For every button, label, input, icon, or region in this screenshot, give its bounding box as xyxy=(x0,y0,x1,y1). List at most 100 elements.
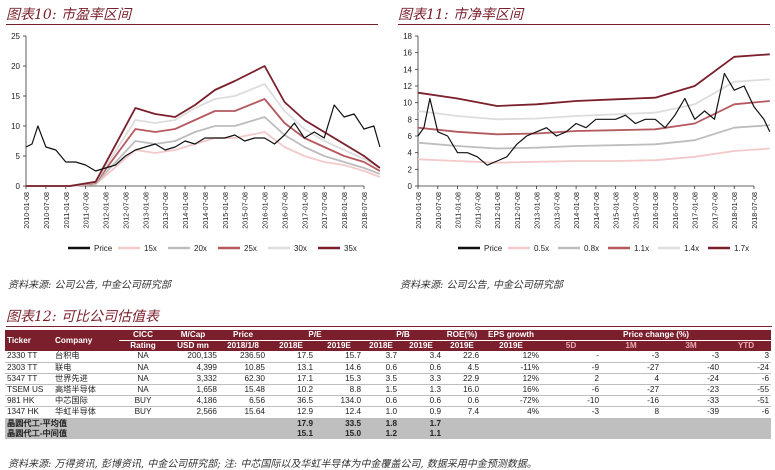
legend-label: 1.7x xyxy=(734,244,749,253)
table-cell: TSEM US xyxy=(5,384,53,397)
series-line xyxy=(417,124,770,150)
table-cell: 3.3 xyxy=(399,373,444,386)
table-cell: -6 xyxy=(721,373,772,386)
table-cell: 12% xyxy=(481,351,542,363)
hdr-usdmn: USD mn xyxy=(167,340,219,352)
hdr-pb: P/B xyxy=(363,330,444,341)
table-cell: 2 xyxy=(541,373,602,386)
x-tick-label: 2017-01-08 xyxy=(691,192,700,229)
summary-pe19: 33.5 xyxy=(315,418,364,429)
table-cell: 981 HK xyxy=(5,395,53,408)
fig10-pe-band-chart: 0 5 10 15 20 25 2010-01-08 2010-07-08 2011-01-08… xyxy=(11,32,381,253)
hdr-pe-2019e: 2019E xyxy=(315,340,364,352)
hdr-1m: 1M xyxy=(601,340,662,352)
hdr-ticker: Ticker xyxy=(5,330,53,352)
table-cell: 10.85 xyxy=(219,362,267,374)
summary-pe18: 15.1 xyxy=(267,428,315,440)
table-cell: 8 xyxy=(601,406,662,419)
table-header-row-2: Rating USD mn 2018/1/8 2018E 2019E 2018E… xyxy=(5,340,772,352)
table-cell: 4.5 xyxy=(443,362,482,374)
x-tick-label: 2011-07-08 xyxy=(473,192,482,228)
hdr-cicc: CICC xyxy=(119,330,167,341)
hdr-company: Company xyxy=(53,330,119,352)
x-tick-label: 2012-01-08 xyxy=(102,192,111,229)
table-cell: 1.5 xyxy=(363,384,400,397)
summary-pe18: 17.9 xyxy=(267,418,315,429)
table-cell: -3 xyxy=(601,351,662,363)
legend-label: 30x xyxy=(294,244,307,253)
x-tick-label: 2010-07-08 xyxy=(434,192,443,229)
summary-pe19: 15.0 xyxy=(315,428,364,440)
legend-label: Price xyxy=(484,244,503,253)
table-cell: 36.5 xyxy=(267,395,315,408)
table-cell: -72% xyxy=(481,395,542,408)
y-tick-label: 5 xyxy=(16,152,21,161)
hdr-3m: 3M xyxy=(661,340,722,352)
x-tick-label: 2016-07-08 xyxy=(671,192,680,229)
legend-label: 1.4x xyxy=(684,244,699,253)
x-tick-label: 2014-01-08 xyxy=(181,192,190,229)
table-cell: 3.7 xyxy=(363,351,400,363)
x-tick-label: 2013-07-08 xyxy=(161,192,170,229)
valuation-table: Ticker Company CICC M/Cap Price P/E P/B … xyxy=(5,330,772,440)
x-tick-label: 2018-01-08 xyxy=(730,192,739,229)
x-tick-label: 2011-07-08 xyxy=(82,192,91,228)
hdr-pe: P/E xyxy=(267,330,364,341)
table-cell: -6 xyxy=(721,406,772,419)
fig11-title: 图表11: 市净率区间 xyxy=(398,7,523,23)
y-tick-label: 2 xyxy=(408,165,413,174)
table-cell: 4% xyxy=(481,406,542,419)
series-line xyxy=(417,78,770,121)
hdr-price-date: 2018/1/8 xyxy=(219,340,267,352)
table-cell: 6.56 xyxy=(219,395,267,408)
table-row: 5347 TT 世界先进 NA 3,332 62.30 17.1 15.3 3.5 3.3 22.… xyxy=(5,373,772,386)
y-tick-label: 10 xyxy=(403,99,412,108)
y-tick-label: 15 xyxy=(11,92,20,101)
x-tick-label: 2016-01-08 xyxy=(651,192,660,229)
table-cell: 2330 TT xyxy=(5,351,53,363)
summary-empty xyxy=(443,428,772,440)
x-tick-label: 2010-07-08 xyxy=(42,192,51,229)
table-cell: 236.50 xyxy=(219,351,267,363)
table-row: 2330 TT 台积电 NA 200,135 236.50 17.5 15.7 3.7 3.4 2… xyxy=(5,351,772,363)
hdr-roe: ROE(%) xyxy=(443,330,482,341)
x-tick-label: 2012-01-08 xyxy=(493,192,502,229)
table-cell: 联电 xyxy=(53,362,119,374)
table-cell: 1.0 xyxy=(363,406,400,419)
series-line xyxy=(26,83,381,187)
table-cell: 1,658 xyxy=(167,384,219,397)
fig12-source: 资料来源: 万得资讯, 彭博资讯, 中金公司研究部; 注: 中芯国际以及华虹半导… xyxy=(8,459,537,470)
summary-pb18: 1.2 xyxy=(363,428,400,440)
table-cell: BUY xyxy=(119,395,167,408)
legend-label: 15x xyxy=(144,244,157,253)
table-cell: -11% xyxy=(481,362,542,374)
y-tick-label: 6 xyxy=(408,132,413,141)
x-tick-label: 2011-01-08 xyxy=(454,192,463,228)
y-tick-label: 0 xyxy=(16,182,21,191)
table-cell: 15.7 xyxy=(315,351,364,363)
table-cell: 1347 HK xyxy=(5,406,53,419)
summary-empty xyxy=(119,418,267,429)
y-tick-label: 16 xyxy=(403,49,412,58)
table-cell: 7.4 xyxy=(443,406,482,419)
table-cell: 3 xyxy=(721,351,772,363)
x-tick-label: 2018-01-08 xyxy=(340,192,349,229)
x-tick-label: 2011-01-08 xyxy=(62,192,71,228)
table-cell: 14.6 xyxy=(315,362,364,374)
y-tick-label: 4 xyxy=(408,149,413,158)
y-tick-label: 8 xyxy=(408,115,413,124)
legend-label: Price xyxy=(94,244,113,253)
x-tick-label: 2018-07-08 xyxy=(750,192,759,229)
x-tick-label: 2014-07-08 xyxy=(592,192,601,229)
hdr-mcap: M/Cap xyxy=(167,330,219,341)
hdr-price-change: Price change (%) xyxy=(541,330,772,341)
table-cell: 13.1 xyxy=(267,362,315,374)
x-tick-label: 2017-07-08 xyxy=(320,192,329,229)
hdr-pb-2019e: 2019E xyxy=(399,340,444,352)
table-cell: 134.0 xyxy=(315,395,364,408)
fig12-title: 图表12: 可比公司估值表 xyxy=(6,309,159,325)
series-line xyxy=(417,147,770,164)
hdr-pb-2018e: 2018E xyxy=(363,340,400,352)
table-cell: 2303 TT xyxy=(5,362,53,374)
table-cell: -9 xyxy=(541,362,602,374)
